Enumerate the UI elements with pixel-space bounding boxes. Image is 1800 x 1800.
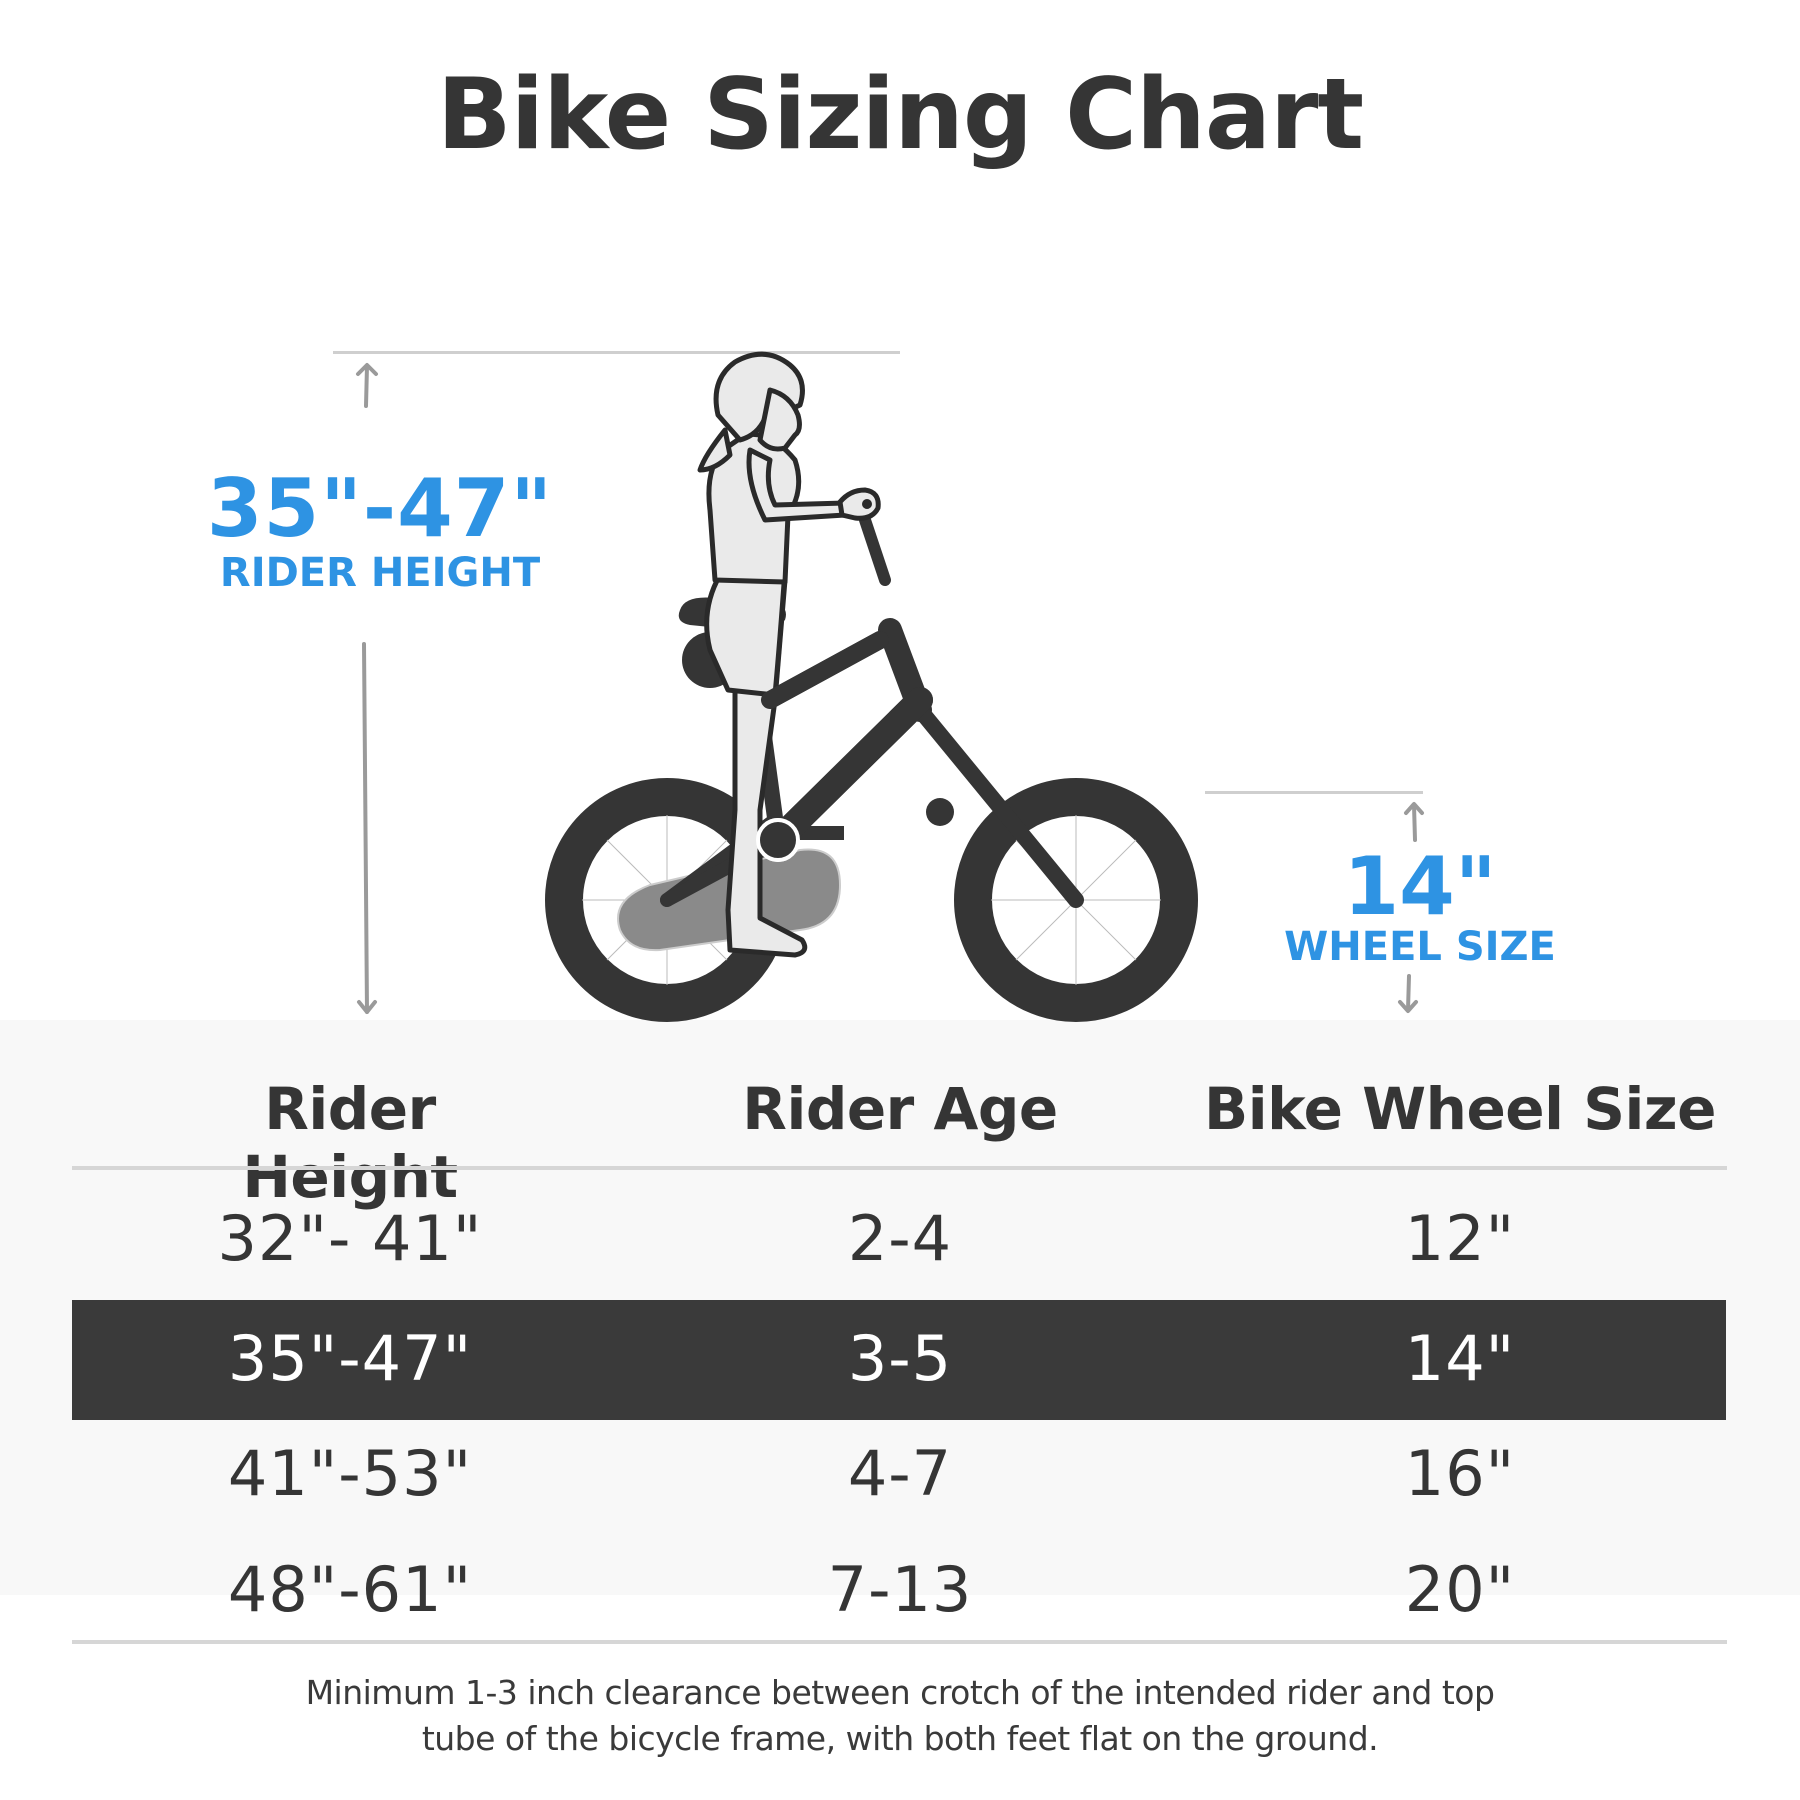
arrow-down-icon — [357, 642, 377, 1014]
arrow-down-icon — [1398, 974, 1418, 1013]
page-title: Bike Sizing Chart — [436, 58, 1364, 172]
cell-rider-age: 7-13 — [827, 1553, 973, 1626]
cell-wheel-size: 20" — [1404, 1553, 1516, 1626]
cell-rider-age: 3-5 — [847, 1322, 953, 1395]
child-with-bike-illustration — [545, 351, 1198, 1022]
rider-height-top-line — [333, 351, 900, 354]
footnote-line-1: Minimum 1-3 inch clearance between crotc… — [305, 1673, 1495, 1712]
arrow-up-icon — [356, 363, 378, 408]
cell-rider-height: 48"-61" — [227, 1553, 473, 1626]
wheel-size-top-line — [1205, 791, 1423, 794]
cell-rider-height: 41"-53" — [227, 1437, 473, 1510]
wheel-size-label: WHEEL SIZE — [1284, 924, 1556, 970]
header-divider — [72, 1166, 1727, 1170]
wheel-size-value: 14" — [1343, 840, 1497, 933]
cell-wheel-size: 14" — [1404, 1322, 1516, 1395]
arrow-up-icon — [1404, 802, 1424, 842]
rider-height-value: 35"-47" — [206, 462, 554, 555]
table-row-highlighted — [72, 1300, 1726, 1420]
footnote: Minimum 1-3 inch clearance between crotc… — [0, 1670, 1800, 1762]
footnote-line-2: tube of the bicycle frame, with both fee… — [421, 1719, 1379, 1758]
column-header-rider-height: Rider Height — [242, 1075, 458, 1211]
rider-height-label: RIDER HEIGHT — [219, 550, 541, 596]
cell-rider-age: 4-7 — [847, 1437, 953, 1510]
table-bottom-divider — [72, 1640, 1727, 1644]
cell-rider-age: 2-4 — [847, 1202, 953, 1275]
column-header-rider-age: Rider Age — [742, 1075, 1058, 1143]
cell-rider-height: 32"- 41" — [217, 1202, 483, 1275]
cell-rider-height: 35"-47" — [227, 1322, 473, 1395]
cell-wheel-size: 12" — [1404, 1202, 1516, 1275]
column-header-wheel-size: Bike Wheel Size — [1204, 1075, 1716, 1143]
cell-wheel-size: 16" — [1404, 1437, 1516, 1510]
